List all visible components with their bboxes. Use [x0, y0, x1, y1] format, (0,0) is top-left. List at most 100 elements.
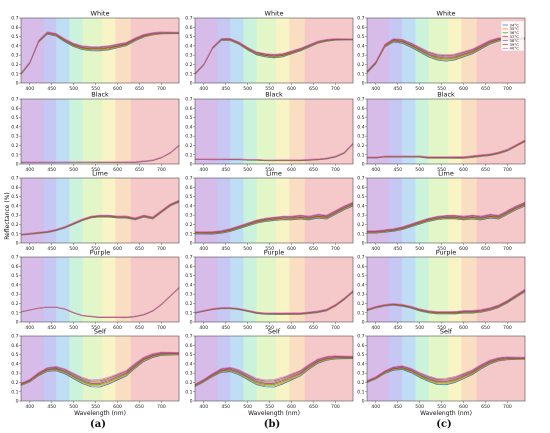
panel-title: Purple	[436, 249, 457, 257]
x-tick-label: 400	[371, 404, 380, 410]
panel-frame	[20, 98, 180, 165]
spectrum-band	[230, 18, 244, 83]
y-tick-label: 0.5	[11, 34, 18, 40]
x-tick-label: 550	[265, 86, 274, 92]
x-tick-label: 700	[331, 246, 340, 252]
spectrum-band	[102, 99, 116, 164]
x-tick-label: 500	[69, 325, 78, 331]
series-line	[194, 205, 354, 235]
y-tick-label: 0.4	[185, 282, 192, 288]
y-tick-label: 0	[16, 81, 19, 87]
spectrum-band	[230, 178, 244, 243]
panel-2-2: 0 0.1 0.2 0.3 0.4 0.5 0.6 0.7 400 450 500 550 600 650…	[357, 170, 526, 252]
spectrum-band	[42, 178, 57, 243]
series-line	[194, 37, 354, 74]
x-tick-label: 600	[113, 86, 122, 92]
panel-0-3: 0 0.1 0.2 0.3 0.4 0.5 0.6 0.7 400 450 500 550 600 650…	[11, 249, 180, 331]
y-tick-label: 0	[190, 162, 193, 168]
spectrum-band	[367, 99, 390, 164]
y-tick-label: 0.7	[185, 176, 192, 182]
spectrum-band	[276, 336, 290, 401]
x-tick-label: 650	[135, 167, 144, 173]
spectrum-band	[216, 257, 231, 322]
spectrum-band	[42, 18, 57, 83]
x-tick-label: 550	[91, 86, 100, 92]
y-tick-label: 0.3	[357, 292, 364, 298]
panel-title: Black	[437, 91, 455, 99]
legend-entry: 38°C	[510, 38, 520, 43]
spectrum-band	[415, 99, 429, 164]
x-tick-label: 450	[221, 86, 230, 92]
x-tick-label: 600	[113, 404, 122, 410]
y-tick-label: 0.2	[185, 62, 192, 68]
y-tick-label: 0.7	[357, 255, 364, 261]
y-tick-label: 0.1	[357, 310, 364, 316]
column-caption: (c)	[436, 419, 452, 430]
y-tick-label: 0.4	[357, 361, 364, 367]
spectrum-band	[82, 257, 103, 322]
spectrum-band	[130, 178, 180, 243]
panel-title: Self	[268, 328, 281, 336]
x-tick-label: 500	[415, 86, 424, 92]
series-line	[194, 142, 354, 161]
panel-frame	[194, 17, 354, 84]
panel-frame	[20, 335, 180, 402]
panel-1-4: 0 0.1 0.2 0.3 0.4 0.5 0.6 0.7 400 450 500 550 600 650…	[185, 328, 354, 417]
series-line	[20, 287, 180, 318]
y-tick-label: 0	[362, 399, 365, 405]
spectrum-band	[82, 336, 103, 401]
series-line	[366, 359, 526, 386]
x-tick-label: 700	[331, 404, 340, 410]
x-tick-label: 400	[371, 246, 380, 252]
series-line	[194, 205, 354, 235]
x-tick-label: 700	[331, 325, 340, 331]
panel-title: White	[91, 10, 110, 18]
y-tick-label: 0.5	[11, 194, 18, 200]
series-line	[366, 201, 526, 231]
y-tick-label: 0.1	[357, 389, 364, 395]
spectrum-band	[388, 257, 403, 322]
x-tick-label: 700	[157, 404, 166, 410]
y-tick-label: 0.5	[357, 273, 364, 279]
x-tick-label: 600	[287, 86, 296, 92]
y-tick-label: 0.1	[185, 71, 192, 77]
x-tick-label: 650	[481, 86, 490, 92]
x-tick-label: 550	[437, 246, 446, 252]
x-axis-label: Wavelength (nm)	[74, 410, 126, 417]
x-tick-label: 600	[459, 86, 468, 92]
series-line	[366, 37, 526, 72]
spectrum-band	[428, 18, 449, 83]
y-tick-label: 0.6	[11, 185, 18, 191]
x-tick-label: 450	[47, 404, 56, 410]
panel-1-1: 0 0.1 0.2 0.3 0.4 0.5 0.6 0.7 400 450 500 550 600 650…	[185, 91, 354, 173]
x-tick-label: 650	[309, 246, 318, 252]
y-tick-label: 0.7	[11, 97, 18, 103]
x-axis-label: Wavelength (nm)	[420, 410, 472, 417]
y-tick-label: 0.3	[357, 134, 364, 140]
spectrum-band	[21, 178, 44, 243]
y-tick-label: 0.5	[11, 115, 18, 121]
x-tick-label: 550	[437, 86, 446, 92]
spectrum-band	[476, 336, 526, 401]
x-tick-label: 400	[25, 86, 34, 92]
spectrum-band	[448, 18, 462, 83]
x-tick-label: 400	[199, 86, 208, 92]
y-tick-label: 0	[16, 241, 19, 247]
x-tick-label: 500	[69, 86, 78, 92]
y-tick-label: 0.6	[11, 106, 18, 112]
y-tick-label: 0.4	[185, 43, 192, 49]
spectrum-band	[82, 178, 103, 243]
panel-frame	[194, 256, 354, 323]
panel-frame	[366, 177, 526, 244]
spectrum-band	[102, 257, 116, 322]
y-tick-label: 0.2	[357, 222, 364, 228]
x-tick-label: 500	[415, 167, 424, 173]
y-tick-label: 0.1	[185, 231, 192, 237]
spectrum-band	[476, 178, 526, 243]
series-line	[194, 201, 354, 232]
x-tick-label: 600	[459, 404, 468, 410]
x-tick-label: 650	[135, 86, 144, 92]
series-line	[366, 288, 526, 312]
spectrum-band	[388, 18, 403, 83]
